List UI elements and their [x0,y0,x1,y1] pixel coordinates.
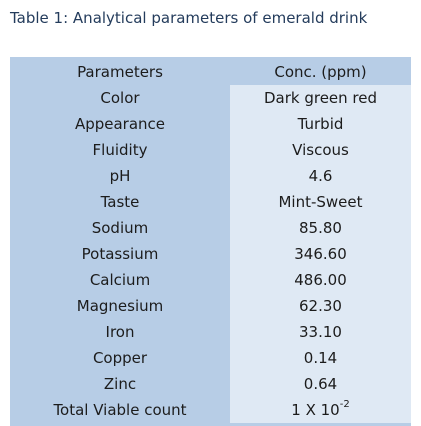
parameter-name: Sodium [91,219,149,237]
parameter-name: Appearance [74,115,166,133]
parameter-name: pH [109,167,131,185]
parameter-value: Viscous [230,137,411,163]
parameter-name: Copper [92,349,148,367]
table-row: Magnesium 62.30 [10,293,411,319]
parameter-name: Color [100,89,140,107]
parameter-name: Taste [100,193,140,211]
parameter-value: 0.14 [230,345,411,371]
table-row: Total Viable count 1 X 10-2 [10,397,411,423]
table-row: Iron 33.10 [10,319,411,345]
parameter-name: Total Viable count [53,401,187,419]
parameter-name: Zinc [103,375,137,393]
parameter-name: Calcium [89,271,151,289]
table-row: pH 4.6 [10,163,411,189]
table-row: Color Dark green red [10,85,411,111]
parameter-name: Fluidity [92,141,148,159]
parameter-name: Potassium [81,245,159,263]
value-exponent: -2 [339,399,350,410]
table-row: Zinc 0.64 [10,371,411,397]
table-row: Sodium 85.80 [10,215,411,241]
parameter-value: 85.80 [230,215,411,241]
table-header-row: Parameters Conc. (ppm) [10,59,411,85]
parameters-column-header: Parameters [77,63,163,81]
parameter-name: Magnesium [76,297,164,315]
parameter-value: 33.10 [230,319,411,345]
table-row: Potassium 346.60 [10,241,411,267]
table-row: Copper 0.14 [10,345,411,371]
parameter-value: 0.64 [230,371,411,397]
parameter-name: Iron [105,323,135,341]
parameter-value: 62.30 [230,293,411,319]
table-row: Fluidity Viscous [10,137,411,163]
parameter-value: Dark green red [230,85,411,111]
parameter-value: Turbid [230,111,411,137]
parameter-value: 346.60 [230,241,411,267]
table-caption: Table 1: Analytical parameters of emeral… [10,9,368,27]
concentration-column-header: Conc. (ppm) [230,59,411,85]
parameter-value: 1 X 10-2 [230,397,411,423]
value-base: 1 X 10 [291,401,340,419]
table-row: Appearance Turbid [10,111,411,137]
analytical-parameters-table: Parameters Conc. (ppm) Color Dark green … [10,57,411,426]
parameter-value: 4.6 [230,163,411,189]
table-row: Taste Mint-Sweet [10,189,411,215]
parameter-value: 486.00 [230,267,411,293]
parameter-value: Mint-Sweet [230,189,411,215]
table-row: Calcium 486.00 [10,267,411,293]
